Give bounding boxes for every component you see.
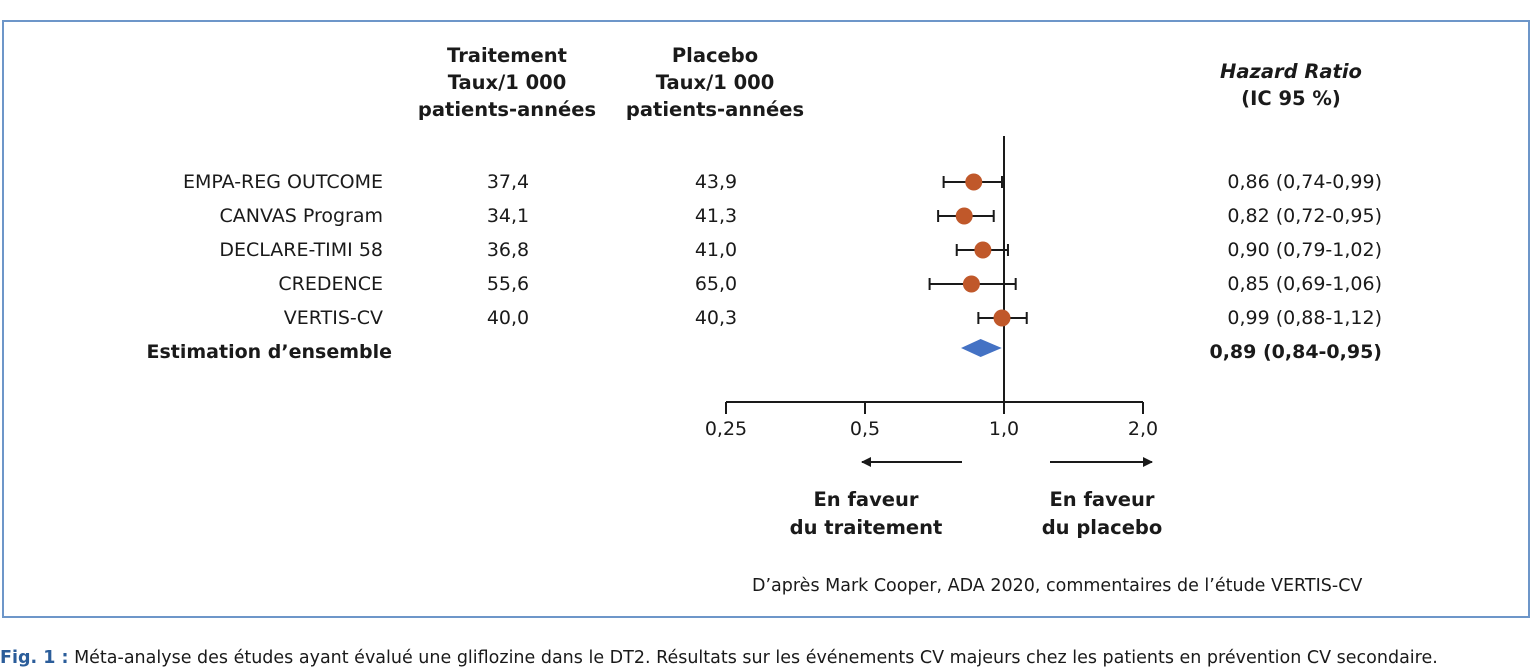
x-tick-label: 0,25	[704, 418, 748, 440]
overall-diamond	[961, 339, 1002, 357]
treatment-rate: 37,4	[486, 171, 530, 193]
favor-treatment-label: En faveur du traitement	[789, 488, 943, 539]
figure-caption: Fig. 1 : Méta-analyse des études ayant é…	[0, 648, 1438, 668]
hazard-ratio-value: 0,90 (0,79-1,02)	[1227, 239, 1382, 261]
hazard-ratio-value: 0,85 (0,69-1,06)	[1227, 273, 1382, 295]
treatment-rate: 34,1	[486, 205, 530, 227]
x-tick-label: 0,5	[849, 418, 881, 440]
treatment-rate: 55,6	[486, 273, 530, 295]
x-tick-label: 2,0	[1127, 418, 1159, 440]
treatment-header: Traitement Taux/1 000 patients-années	[417, 44, 597, 121]
figure-frame	[2, 20, 1530, 618]
treatment-rate: 36,8	[486, 239, 530, 261]
study-label: CANVAS Program	[219, 205, 383, 227]
favor-placebo-label: En faveur du placebo	[1041, 488, 1163, 539]
caption-text: Méta-analyse des études ayant évalué une…	[68, 648, 1438, 668]
placebo-rate: 41,0	[694, 239, 738, 261]
hazard-ratio-point	[993, 309, 1011, 327]
overall-label: Estimation d’ensemble	[146, 341, 392, 363]
study-label: EMPA-REG OUTCOME	[182, 171, 383, 193]
placebo-rate: 40,3	[694, 307, 738, 329]
study-label: VERTIS-CV	[283, 307, 383, 329]
x-tick-label: 1,0	[988, 418, 1020, 440]
placebo-rate: 43,9	[694, 171, 738, 193]
hazard-ratio-point	[974, 241, 992, 259]
placebo-rate: 65,0	[694, 273, 738, 295]
hazard-ratio-point	[965, 173, 983, 191]
overall-hazard-ratio-value: 0,89 (0,84-0,95)	[1209, 341, 1382, 363]
source-note: D’après Mark Cooper, ADA 2020, commentai…	[752, 576, 1363, 596]
hazard-ratio-point	[955, 207, 973, 225]
hazard-ratio-point	[962, 275, 980, 293]
placebo-rate: 41,3	[694, 205, 738, 227]
treatment-rate: 40,0	[486, 307, 530, 329]
hazard-ratio-value: 0,86 (0,74-0,99)	[1227, 171, 1382, 193]
placebo-header: Placebo Taux/1 000 patients-années	[625, 44, 805, 121]
hazard-ratio-header: Hazard Ratio (IC 95 %)	[1220, 60, 1362, 110]
study-label: DECLARE-TIMI 58	[219, 239, 383, 261]
hazard-ratio-value: 0,82 (0,72-0,95)	[1227, 205, 1382, 227]
study-label: CREDENCE	[278, 273, 383, 295]
caption-label: Fig. 1 :	[0, 648, 69, 668]
hazard-ratio-value: 0,99 (0,88-1,12)	[1227, 307, 1382, 329]
